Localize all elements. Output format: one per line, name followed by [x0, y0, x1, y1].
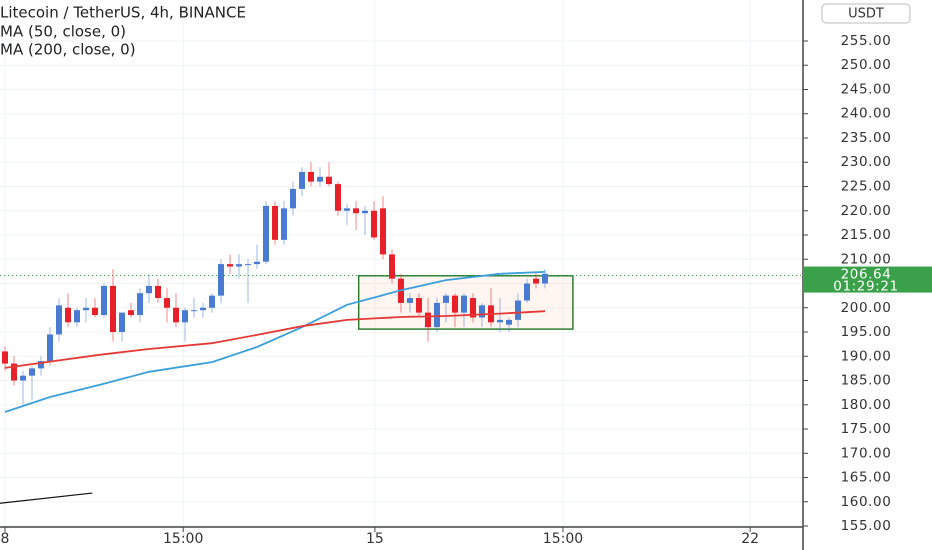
candle-body	[83, 307, 90, 311]
candle-body	[325, 176, 332, 185]
y-tick-label: 180.00	[841, 397, 892, 413]
currency-box[interactable]	[821, 3, 911, 24]
y-tick-label: 175.00	[841, 421, 892, 437]
y-tick-label: 170.00	[841, 445, 892, 461]
y-tick-label: 200.00	[841, 300, 892, 316]
trend-line	[0, 492, 93, 504]
candle-body	[433, 302, 440, 328]
candle-body	[280, 208, 287, 240]
y-tick-label: 240.00	[841, 106, 892, 122]
candle-body	[469, 298, 476, 318]
y-tick-label: 255.00	[841, 33, 892, 49]
candle-body	[154, 285, 161, 299]
x-tick-label: 15:00	[163, 531, 203, 547]
y-tick-label: 190.00	[841, 348, 892, 364]
y-tick-label: 185.00	[841, 373, 892, 389]
candle-body	[478, 305, 485, 318]
candle-body	[244, 264, 251, 266]
candle-body	[181, 310, 188, 323]
candle-body	[208, 295, 215, 308]
moving-average	[4, 271, 546, 413]
candle-body	[226, 264, 233, 267]
currency-label[interactable]: USDT	[848, 7, 884, 22]
candle-body	[74, 310, 81, 323]
candle-body	[352, 208, 359, 214]
x-tick-label: 8	[1, 531, 10, 547]
candle-body	[334, 184, 341, 211]
candle-body	[29, 368, 36, 376]
y-tick-label: 215.00	[841, 227, 892, 243]
candle-body	[118, 312, 125, 333]
candle-body	[505, 319, 512, 325]
candle-body	[56, 305, 63, 335]
candle-body	[91, 307, 98, 316]
y-tick-label: 160.00	[841, 494, 892, 510]
candle-body	[514, 300, 521, 320]
candle-body	[316, 176, 323, 182]
candle-body	[172, 307, 179, 323]
candle-body	[262, 205, 269, 262]
candle-body	[379, 208, 386, 255]
candle-body	[145, 285, 152, 294]
y-tick-label: 225.00	[841, 178, 892, 194]
candle-body	[253, 261, 260, 265]
candle-body	[2, 351, 9, 364]
x-tick-label: 22	[741, 531, 759, 547]
countdown-label: 01:29:21	[833, 279, 898, 295]
y-tick-label: 195.00	[841, 324, 892, 340]
candle-body	[406, 298, 413, 303]
candle-body	[424, 312, 431, 328]
candle-body	[541, 273, 548, 284]
candle-body	[460, 295, 467, 313]
candle-body	[20, 375, 27, 381]
candle-body	[65, 307, 72, 323]
grid	[0, 0, 803, 527]
candle-body	[523, 283, 530, 301]
candle-body	[127, 310, 134, 316]
candle-body	[109, 285, 116, 333]
axes: 155.00 160.00 165.00 170.00 175.00 180.00 185.…	[1, 33, 932, 547]
candle-body	[451, 295, 458, 313]
candle-body	[370, 210, 377, 238]
candle-body	[11, 363, 18, 381]
candle-body	[343, 208, 350, 211]
candle-body	[361, 210, 368, 214]
candle-body	[100, 285, 107, 316]
y-tick-label: 235.00	[841, 130, 892, 146]
candle-body	[298, 171, 305, 189]
candle-body	[307, 171, 314, 182]
y-tick-label: 230.00	[841, 154, 892, 170]
candle-body	[38, 361, 45, 369]
y-tick-label: 210.00	[841, 251, 892, 267]
chart-title: Litecoin / TetherUS, 4h, BINANCE	[0, 4, 246, 22]
candle-body	[289, 188, 296, 209]
y-tick-label: 250.00	[841, 57, 892, 73]
last-price-box	[803, 266, 932, 293]
plot	[0, 162, 803, 504]
legend-entry: MA (200, close, 0)	[0, 41, 136, 59]
candle-body	[199, 307, 206, 311]
legend-entry: MA (50, close, 0)	[0, 23, 126, 41]
moving-average	[4, 310, 546, 369]
last-price-label: 206.64	[841, 267, 892, 283]
candle-body	[532, 278, 539, 284]
candle-body	[217, 264, 224, 296]
candle-body	[136, 293, 143, 316]
y-tick-label: 245.00	[841, 81, 892, 97]
candle-body	[415, 298, 422, 313]
y-tick-label: 220.00	[841, 203, 892, 219]
y-tick-label: 165.00	[841, 470, 892, 486]
x-tick-label: 15:00	[543, 531, 583, 547]
candle-body	[442, 295, 449, 303]
candle-body	[235, 264, 242, 267]
y-tick-label: 155.00	[841, 518, 892, 534]
candle-body	[47, 334, 54, 362]
candle-body	[388, 254, 395, 279]
candle-body	[190, 310, 197, 312]
candle-body	[496, 319, 503, 323]
candle-body	[163, 298, 170, 308]
candle-body	[271, 205, 278, 240]
x-tick-label: 15	[366, 531, 384, 547]
